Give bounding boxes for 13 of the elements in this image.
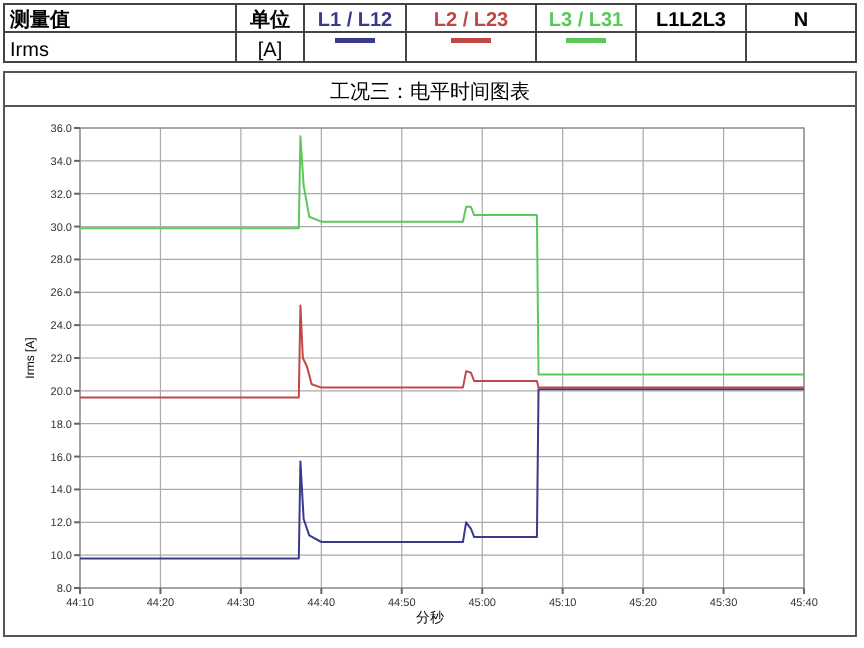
line-series [79,388,805,560]
text: Irms [10,40,49,62]
text: 单位 [248,8,290,32]
text: L3 / L31 [548,10,625,32]
text: L2 / L23 [433,10,510,32]
line-series [79,304,805,399]
text: 测量值 [8,8,70,32]
line-series [79,135,805,376]
text: L1L2L3 [655,10,727,32]
text: L1 / L12 [317,10,394,32]
chart-title: 工况三：电平时间图表 [330,80,530,104]
text: [A] [257,40,283,62]
text: N [793,10,809,32]
